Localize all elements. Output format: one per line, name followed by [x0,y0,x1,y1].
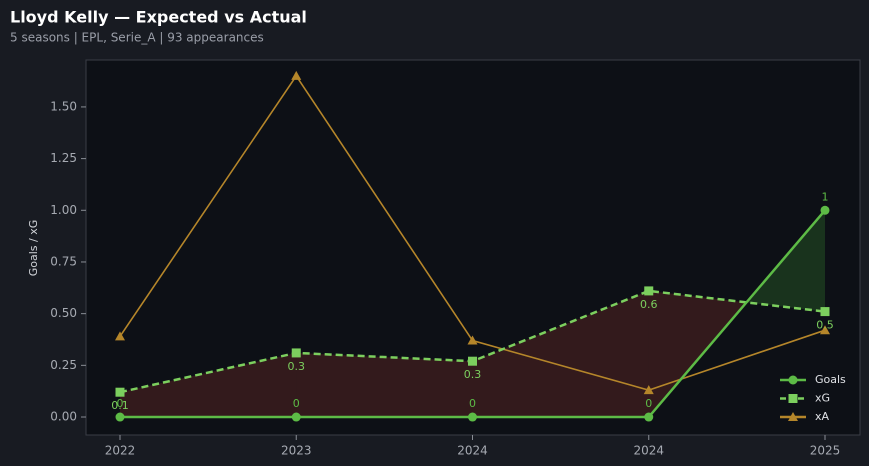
gap-fill [296,352,473,418]
x-tick-label: 2024 [457,444,488,458]
gap-fill [746,210,825,312]
data-label: 0.1 [111,399,129,412]
data-label: 0.5 [816,319,834,332]
point [115,331,125,341]
point [291,70,302,80]
point [468,356,477,366]
point [788,394,798,403]
point [644,286,654,296]
y-tick-label: 1.00 [50,203,77,217]
y-tick-label: 0.00 [50,410,77,424]
legend-label: xG [815,392,830,405]
point [644,412,654,422]
legend-label: Goals [815,373,846,386]
x-tick-label: 2025 [810,444,841,458]
y-tick-label: 0.50 [50,306,77,320]
plot-area [85,59,861,436]
gap-fill [648,290,747,418]
y-tick-label: 0.75 [50,254,77,268]
point [643,385,654,395]
y-tick-label: 1.25 [50,151,77,165]
point [788,375,798,385]
point [820,307,830,317]
point [291,348,301,358]
data-label: 0.3 [464,368,482,381]
data-label: 1 [822,190,829,203]
data-label: 0.6 [640,298,658,311]
chart-title: Lloyd Kelly — Expected vs Actual [10,8,307,27]
gap-fill [472,290,649,418]
point [291,412,301,422]
y-tick-label: 0.25 [50,358,77,372]
data-label: 0 [117,397,124,410]
data-label: 0.3 [288,360,306,373]
x-tick-label: 2024 [633,444,664,458]
data-label: 0 [469,397,476,410]
x-tick-label: 2022 [105,444,136,458]
point [788,412,798,421]
chart-subtitle: 5 seasons | EPL, Serie_A | 93 appearance… [10,31,264,45]
data-label: 0 [293,397,300,410]
y-tick-label: 1.50 [50,99,77,113]
y-axis-label: Goals / xG [27,220,40,277]
point [820,325,830,335]
point [115,387,125,397]
point [468,412,477,422]
point [115,412,125,422]
point [820,205,830,215]
point [467,335,478,345]
gap-fill [120,352,297,418]
data-label: 0 [645,397,652,410]
legend-label: xA [815,410,830,423]
x-tick-label: 2023 [281,444,312,458]
